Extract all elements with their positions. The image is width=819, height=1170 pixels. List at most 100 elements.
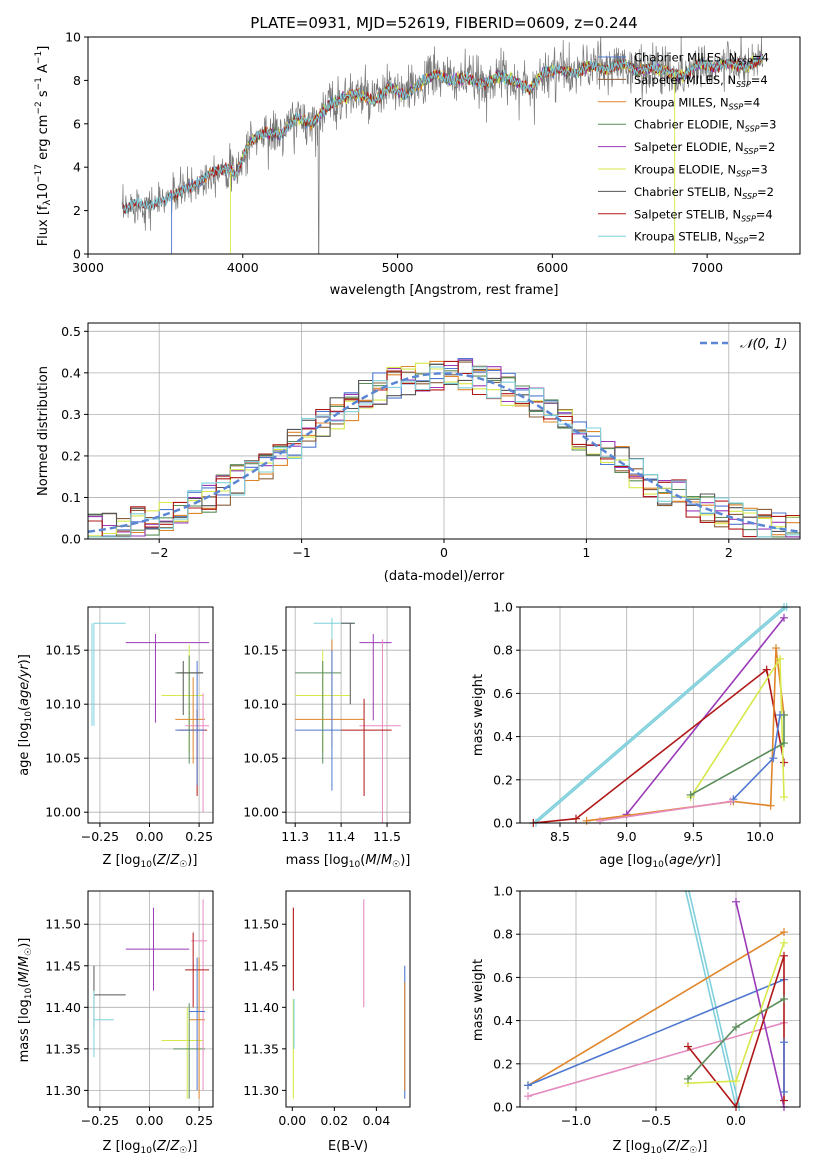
y-tick-label: 11.40 <box>45 1000 81 1015</box>
age-vs-mass-xlabel: mass [log10(M/M☉)] <box>286 853 411 870</box>
x-tick-label: 0.02 <box>320 1113 348 1128</box>
y-tick-label: 10.15 <box>45 643 81 658</box>
x-tick-label: 9.5 <box>683 829 703 844</box>
spectrum-title: PLATE=0931, MJD=52619, FIBERID=0609, z=0… <box>250 14 637 32</box>
x-tick-label: 0.25 <box>185 829 213 844</box>
mass-weight-line <box>533 668 785 823</box>
spectrum-axes-frame <box>87 36 801 255</box>
y-tick-label: 10.05 <box>45 751 81 766</box>
y-tick-label: 0.2 <box>493 1056 513 1071</box>
massweight-vs-Z-frame <box>519 890 801 1108</box>
y-tick-label: 10 <box>65 30 81 45</box>
y-tick-label: 1.0 <box>493 600 513 615</box>
y-tick-label: 11.30 <box>45 1083 81 1098</box>
y-tick-label: 11.35 <box>45 1041 81 1056</box>
y-tick-label: 0.2 <box>61 448 81 463</box>
mass-weight-line <box>527 931 785 1087</box>
mass-vs-Z-ylabel: mass [log10(M/M☉)] <box>17 938 34 1063</box>
residuals-ylabel: Normed distribution <box>36 366 51 496</box>
y-tick-label: 10.10 <box>45 697 81 712</box>
x-tick-label: 0.00 <box>136 829 164 844</box>
mass-weight-line <box>535 607 788 823</box>
age-vs-Z-ylabel: age [log10(age/yr)] <box>17 654 34 776</box>
mass-weight-line <box>690 715 785 796</box>
residual-histogram <box>88 366 800 538</box>
y-tick-label: 0.6 <box>493 686 513 701</box>
residuals-panel: −2 −1 0 1 2 0.0 0.1 0.2 0.3 0.4 0.5 (data-model)/e… <box>36 322 801 584</box>
y-tick-label: 0.0 <box>493 1100 513 1115</box>
mass-vs-ebv-xlabel: E(B-V) <box>328 1139 368 1154</box>
x-tick-label: 11.5 <box>373 829 401 844</box>
x-tick-label: −0.5 <box>641 1113 671 1128</box>
y-tick-label: 0.4 <box>61 365 81 380</box>
x-tick-label: 0.04 <box>362 1113 390 1128</box>
y-tick-label: 0.1 <box>61 490 81 505</box>
y-tick-label: 11.45 <box>243 958 279 973</box>
x-tick-label: 0 <box>440 545 448 560</box>
mass-weight-line <box>688 891 740 1107</box>
x-tick-label: 0.25 <box>185 1113 213 1128</box>
x-tick-label: 0.0 <box>726 1113 746 1128</box>
legend-label: Chabrier ELODIE, NSSP=3 <box>634 118 776 134</box>
x-tick-label: 6000 <box>536 260 568 275</box>
x-tick-label: 4000 <box>227 260 259 275</box>
legend-label: Salpeter ELODIE, NSSP=2 <box>634 140 775 156</box>
x-tick-label: 0.00 <box>278 1113 306 1128</box>
gaussian-legend-label: 𝒩(0, 1) <box>740 337 787 352</box>
y-tick-label: 10.15 <box>243 643 279 658</box>
y-tick-label: 0.0 <box>61 532 81 547</box>
massweight-vs-age-panel: 8.5 9.0 9.5 10.0 0.0 0.2 0.4 0.6 0.8 1.0 age [log… <box>471 600 801 870</box>
x-tick-label: 2 <box>725 545 733 560</box>
legend-label: Chabrier STELIB, NSSP=2 <box>634 185 774 201</box>
x-tick-label: −1 <box>292 545 310 560</box>
x-tick-label: 3000 <box>72 260 104 275</box>
legend-label: Kroupa ELODIE, NSSP=3 <box>634 163 768 179</box>
age-vs-Z-xlabel: Z [log10(Z/Z☉)] <box>103 853 198 870</box>
massweight-vs-age-ylabel: mass weight <box>471 674 486 756</box>
legend-label: Salpeter STELIB, NSSP=4 <box>634 207 773 223</box>
legend-label: Chabrier MILES, NSSP=4 <box>634 51 769 67</box>
mass-weight-line <box>527 978 785 1087</box>
residuals-axes-frame <box>87 322 801 540</box>
gaussian-curve <box>87 372 801 533</box>
y-tick-label: 10.10 <box>243 697 279 712</box>
x-tick-label: −2 <box>150 545 168 560</box>
mass-vs-ebv-panel: 0.00 0.02 0.04 11.30 11.35 11.40 11.45 11.50 E(… <box>243 890 411 1154</box>
legend-label: Kroupa MILES, NSSP=4 <box>634 95 760 111</box>
x-tick-label: 11.4 <box>327 829 355 844</box>
x-tick-label: 9.0 <box>617 829 637 844</box>
y-tick-label: 0.4 <box>493 1013 513 1028</box>
massweight-vs-age-xlabel: age [log10(age/yr)] <box>599 853 721 870</box>
spectrum-legend: Chabrier MILES, NSSP=4 Salpeter MILES, NS… <box>598 51 776 246</box>
x-tick-label: −1.0 <box>561 1113 591 1128</box>
y-tick-label: 4 <box>73 160 81 175</box>
x-tick-label: 5000 <box>382 260 414 275</box>
mass-weight-line <box>735 901 785 1107</box>
spectrum-ylabel: Flux [fλ10−17 erg cm−2 s−1 A−1] <box>34 46 53 247</box>
x-tick-label: 11.3 <box>281 829 309 844</box>
y-tick-label: 0.8 <box>493 643 513 658</box>
legend-label: Kroupa STELIB, NSSP=2 <box>634 230 765 246</box>
spectrum-xlabel: wavelength [Angstrom, rest frame] <box>330 283 559 298</box>
y-tick-label: 10.00 <box>45 805 81 820</box>
x-tick-label: 7000 <box>691 260 723 275</box>
x-tick-label: −0.25 <box>81 1113 119 1128</box>
y-tick-label: 10.00 <box>243 805 279 820</box>
mass-weight-line <box>684 891 737 1107</box>
mass-weight-line <box>599 800 731 822</box>
age-vs-mass-panel: 11.3 11.4 11.5 10.00 10.05 10.10 10.15 mass [l… <box>243 606 411 870</box>
massweight-vs-Z-ylabel: mass weight <box>471 959 486 1041</box>
massweight-vs-Z-xlabel: Z [log10(Z/Z☉)] <box>613 1139 708 1156</box>
y-tick-label: 11.45 <box>45 958 81 973</box>
mass-weight-line <box>532 607 785 823</box>
mass-weight-line <box>527 1022 785 1097</box>
x-tick-label: 8.5 <box>550 829 570 844</box>
y-tick-label: 2 <box>73 203 81 218</box>
y-tick-label: 6 <box>73 116 81 131</box>
mass-weight-line <box>687 955 785 1107</box>
y-tick-label: 10.05 <box>243 751 279 766</box>
y-tick-label: 0.8 <box>493 927 513 942</box>
x-tick-label: 0.00 <box>136 1113 164 1128</box>
model-spectrum-kroupa-stelib <box>123 55 763 215</box>
